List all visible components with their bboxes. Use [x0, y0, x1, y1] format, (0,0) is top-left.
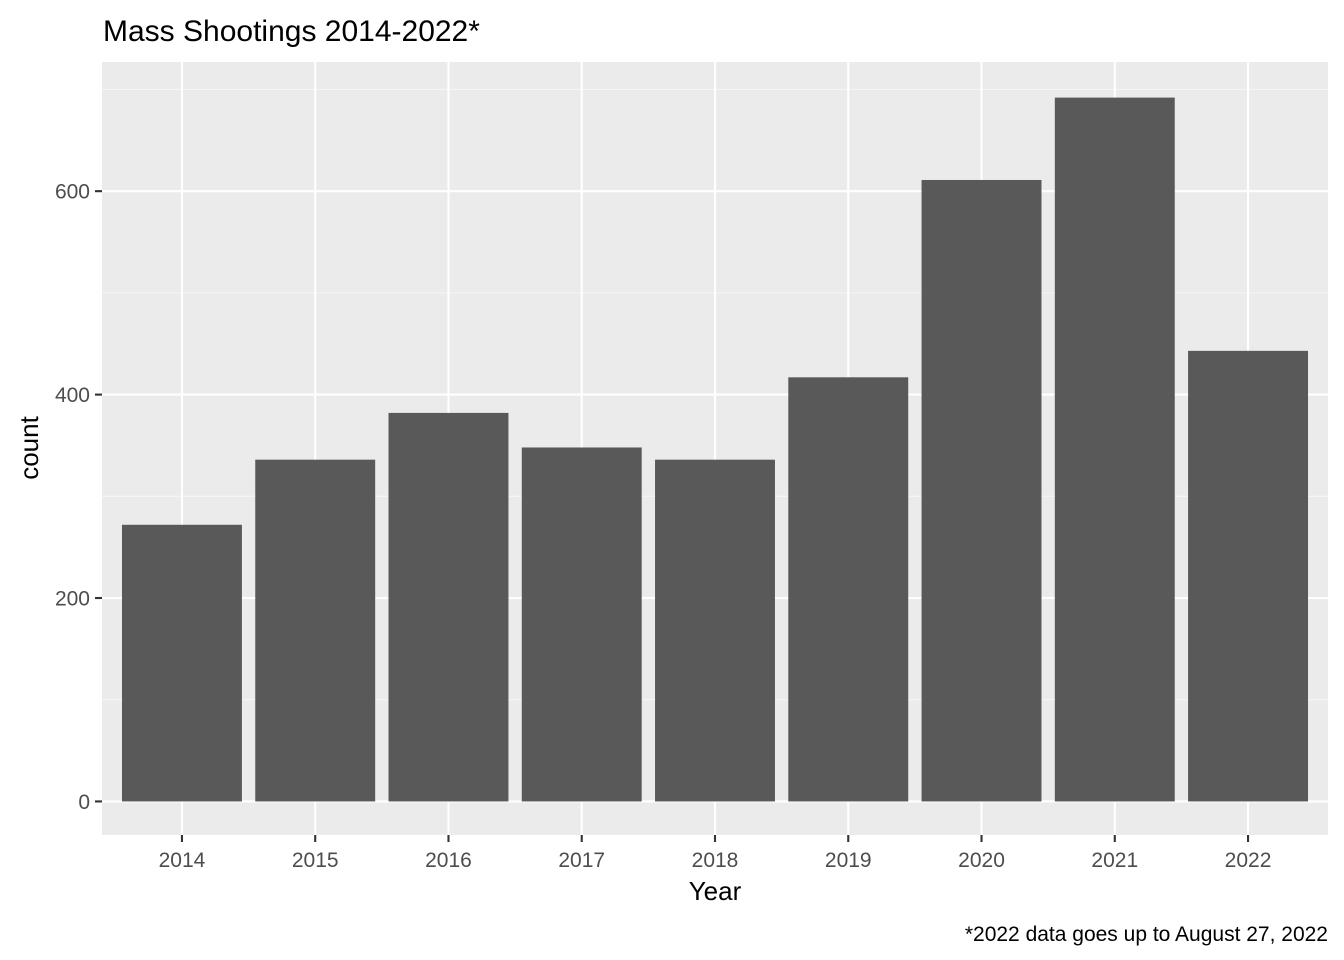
bar-2022	[1188, 350, 1309, 802]
plot-area: 0 200 400 600 2014 2015 2016 2017 2018 2019 2020 20…	[55, 62, 1328, 872]
x-tick-label: 2015	[292, 849, 339, 872]
y-tick-label: 400	[55, 384, 90, 407]
x-tick-label: 2022	[1225, 849, 1272, 872]
y-tick-label: 600	[55, 181, 90, 204]
y-axis-title: count	[14, 415, 44, 479]
bar-2015	[255, 459, 376, 802]
bar-2016	[388, 412, 509, 802]
bar-2014	[121, 524, 242, 802]
x-tick-label: 2016	[425, 849, 472, 872]
bar-2020	[921, 179, 1042, 802]
bar-2017	[521, 447, 642, 802]
bar-2018	[655, 459, 775, 802]
y-tick-label: 200	[55, 588, 90, 611]
y-tick-label: 0	[78, 791, 90, 814]
x-tick-label: 2014	[159, 849, 206, 872]
chart-title: Mass Shootings 2014-2022*	[103, 15, 480, 48]
chart-caption: *2022 data goes up to August 27, 2022	[965, 923, 1328, 946]
bar-2019	[788, 377, 909, 802]
x-axis-title: Year	[689, 876, 742, 906]
x-tick-label: 2017	[558, 849, 605, 872]
x-tick-label: 2021	[1091, 849, 1138, 872]
bar-2021	[1054, 97, 1175, 802]
x-tick-label: 2018	[692, 849, 739, 872]
x-tick-label: 2019	[825, 849, 872, 872]
x-tick-label: 2020	[958, 849, 1005, 872]
